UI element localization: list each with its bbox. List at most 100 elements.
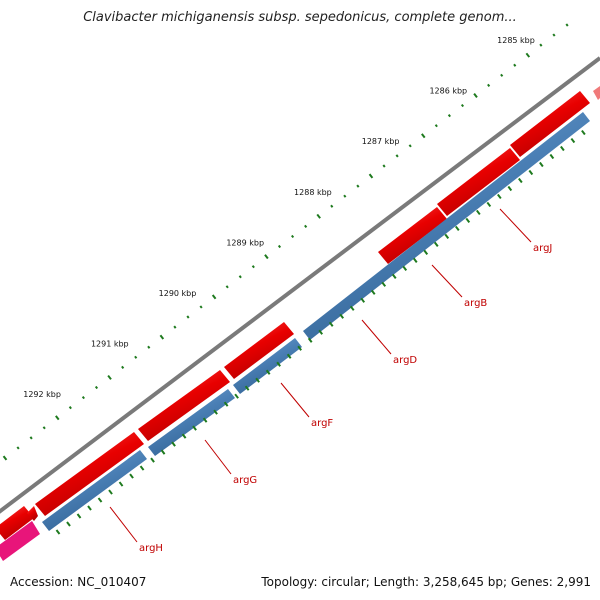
tick-mark [497, 193, 502, 200]
tick-mark [412, 257, 418, 263]
tick-label: 1285 kbp [497, 36, 535, 45]
map-title: Clavibacter michiganensis subsp. sepedon… [83, 10, 517, 25]
tick-label: 1292 kbp [23, 390, 61, 399]
gene-segment [378, 207, 447, 264]
genome-summary: Topology: circular; Length: 3,258,645 bp… [261, 575, 591, 589]
tick-mark [66, 521, 71, 527]
tick-mark [42, 426, 46, 430]
tick-mark [55, 415, 60, 421]
accession-value: NC_010407 [77, 575, 147, 589]
tick-mark [581, 129, 586, 136]
tick-mark [423, 249, 429, 255]
tick-mark [382, 164, 386, 168]
tick-mark [87, 505, 92, 511]
tick-mark [199, 305, 203, 309]
tick-mark [360, 297, 366, 303]
tick-mark [171, 441, 176, 447]
tick-mark [97, 497, 103, 503]
tick-mark [343, 194, 347, 198]
gene-label: argH [139, 543, 163, 554]
tick-mark [276, 361, 281, 367]
tick-mark [244, 385, 250, 391]
gene-leader-line [280, 382, 310, 418]
gene-leader-line [431, 264, 463, 298]
gene-segment [233, 338, 302, 394]
tick-mark [16, 446, 20, 450]
other-feature [0, 521, 40, 561]
tick-mark [473, 92, 478, 98]
tick-mark [460, 103, 465, 108]
tick-mark [421, 133, 426, 139]
tick-mark [318, 329, 324, 335]
tick-mark [565, 23, 569, 27]
tick-mark [55, 529, 61, 535]
gene-segment [27, 506, 38, 521]
gene-segment [224, 322, 294, 379]
tick-mark [277, 244, 282, 249]
tick-mark [304, 224, 308, 228]
tick-mark [513, 63, 517, 67]
tick-mark [118, 481, 124, 487]
tick-mark [454, 225, 460, 232]
tick-mark [444, 233, 450, 239]
tick-mark [251, 265, 255, 269]
tick-mark [434, 124, 438, 128]
tick-mark [560, 145, 565, 152]
tick-mark [2, 455, 8, 461]
gene-segment [148, 389, 235, 456]
tick-mark [68, 406, 72, 410]
accession-label: Accession: [10, 575, 74, 589]
tick-mark [129, 473, 134, 479]
reverse-strand-track [42, 112, 590, 531]
tick-label: 1288 kbp [294, 188, 332, 197]
gene-segment [510, 91, 590, 157]
tick-mark [395, 154, 399, 158]
tick-mark [159, 334, 165, 340]
gene-label: argF [311, 418, 333, 429]
tick-mark [518, 177, 523, 184]
tick-mark [528, 169, 534, 176]
tick-label: 1286 kbp [429, 87, 467, 96]
tick-mark [539, 43, 543, 47]
tick-mark [465, 217, 471, 224]
tick-mark [370, 289, 376, 295]
tick-mark [76, 513, 82, 519]
other-feature [593, 86, 600, 100]
gene-leader-line [361, 319, 392, 355]
tick-mark [234, 393, 239, 399]
tick-mark [121, 365, 125, 369]
tick-mark [134, 355, 138, 359]
gene-segment [35, 432, 144, 516]
tick-label: 1287 kbp [362, 137, 400, 146]
tick-mark [381, 281, 387, 287]
tick-mark [192, 425, 197, 431]
tick-mark [549, 153, 555, 160]
gene-segment [0, 506, 34, 540]
gene-leader-line [109, 506, 138, 543]
tick-mark [238, 275, 242, 279]
gene-segment [138, 370, 230, 441]
gene-label: argJ [533, 243, 552, 254]
tick-mark [225, 285, 229, 289]
tick-label: 1289 kbp [226, 238, 264, 247]
tick-mark [486, 201, 492, 208]
tick-mark [356, 184, 360, 188]
tick-label: 1290 kbp [159, 289, 197, 298]
gene-label: argG [233, 475, 257, 486]
gene-label: argB [464, 298, 487, 309]
tick-mark [286, 353, 292, 359]
tick-mark [291, 234, 295, 239]
other-feature-track [0, 86, 600, 561]
tick-mark [316, 213, 321, 219]
tick-mark [500, 73, 504, 77]
tick-mark [264, 254, 269, 260]
tick-mark [349, 305, 355, 311]
tick-mark [107, 374, 112, 380]
tick-mark [223, 401, 229, 407]
tick-mark [265, 369, 271, 375]
tick-mark [402, 265, 408, 271]
tick-mark [29, 436, 33, 440]
forward-strand-track [0, 91, 590, 540]
tick-mark [552, 33, 556, 37]
